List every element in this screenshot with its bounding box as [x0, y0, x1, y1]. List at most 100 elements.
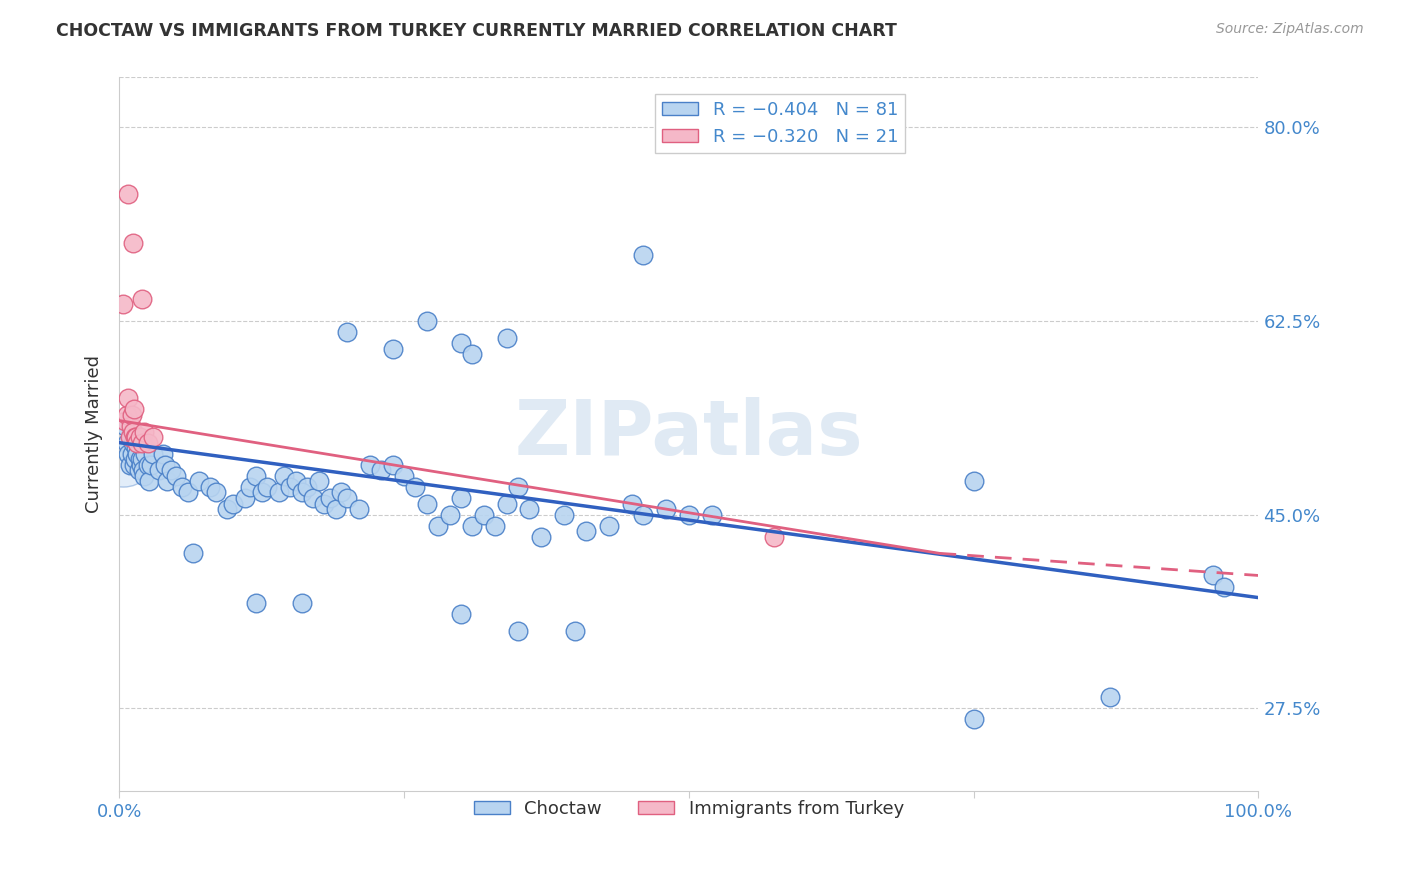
Point: [245, 468, 267, 483]
Point: [530, 530, 553, 544]
Point: [233, 491, 256, 505]
Point: [553, 508, 575, 522]
Point: [370, 463, 392, 477]
Point: [245, 596, 267, 610]
Point: [114, 413, 136, 427]
Point: [564, 624, 586, 638]
Point: [124, 430, 146, 444]
Point: [381, 458, 404, 472]
Point: [267, 485, 290, 500]
Point: [176, 485, 198, 500]
Point: [297, 480, 319, 494]
Point: [336, 491, 359, 505]
Point: [111, 297, 134, 311]
Point: [416, 497, 439, 511]
Point: [330, 485, 353, 500]
Point: [132, 463, 155, 477]
Point: [117, 186, 139, 201]
Point: [655, 502, 678, 516]
Point: [120, 419, 142, 434]
Point: [117, 392, 139, 406]
Y-axis label: Currently Married: Currently Married: [86, 355, 103, 514]
Point: [122, 458, 145, 472]
Text: Source: ZipAtlas.com: Source: ZipAtlas.com: [1216, 22, 1364, 37]
Point: [148, 463, 170, 477]
Point: [359, 458, 381, 472]
Point: [131, 452, 153, 467]
Point: [495, 497, 517, 511]
Point: [134, 468, 156, 483]
Point: [134, 425, 156, 439]
Point: [484, 518, 506, 533]
Point: [124, 452, 146, 467]
Point: [347, 502, 370, 516]
Point: [416, 314, 439, 328]
Text: ZIPatlas: ZIPatlas: [515, 397, 863, 471]
Point: [127, 435, 149, 450]
Point: [314, 497, 336, 511]
Point: [217, 502, 239, 516]
Point: [506, 480, 529, 494]
Point: [392, 468, 415, 483]
Point: [136, 458, 159, 472]
Legend: Choctaw, Immigrants from Turkey: Choctaw, Immigrants from Turkey: [467, 793, 911, 825]
Point: [633, 247, 655, 261]
Point: [381, 342, 404, 356]
Point: [153, 458, 176, 472]
Point: [439, 508, 461, 522]
Point: [278, 480, 301, 494]
Point: [427, 518, 450, 533]
Point: [472, 508, 495, 522]
Point: [170, 480, 193, 494]
Point: [118, 430, 141, 444]
Point: [156, 475, 179, 489]
Point: [118, 458, 141, 472]
Point: [165, 468, 187, 483]
Point: [598, 518, 620, 533]
Point: [495, 330, 517, 344]
Point: [127, 447, 149, 461]
Point: [1202, 568, 1225, 582]
Point: [763, 530, 786, 544]
Point: [273, 468, 295, 483]
Point: [117, 447, 139, 461]
Point: [128, 463, 150, 477]
Point: [117, 435, 139, 450]
Point: [159, 463, 181, 477]
Point: [122, 425, 145, 439]
Point: [152, 447, 174, 461]
Point: [129, 458, 152, 472]
Point: [256, 480, 278, 494]
Point: [181, 546, 204, 560]
Point: [122, 236, 145, 251]
Point: [575, 524, 598, 539]
Point: [114, 419, 136, 434]
Point: [336, 325, 359, 339]
Point: [205, 485, 228, 500]
Point: [290, 485, 312, 500]
Point: [319, 491, 342, 505]
Point: [200, 480, 222, 494]
Point: [506, 624, 529, 638]
Point: [325, 502, 347, 516]
Point: [122, 402, 145, 417]
Point: [131, 292, 153, 306]
Text: CHOCTAW VS IMMIGRANTS FROM TURKEY CURRENTLY MARRIED CORRELATION CHART: CHOCTAW VS IMMIGRANTS FROM TURKEY CURREN…: [56, 22, 897, 40]
Point: [120, 430, 142, 444]
Point: [633, 508, 655, 522]
Point: [1099, 690, 1122, 705]
Point: [1213, 580, 1236, 594]
Point: [450, 336, 472, 351]
Point: [131, 435, 153, 450]
Point: [117, 408, 139, 422]
Point: [250, 485, 273, 500]
Point: [461, 347, 484, 361]
Point: [125, 441, 148, 455]
Point: [121, 447, 143, 461]
Point: [136, 435, 159, 450]
Point: [678, 508, 700, 522]
Point: [188, 475, 211, 489]
Point: [142, 447, 165, 461]
Point: [963, 712, 986, 726]
Point: [284, 475, 307, 489]
